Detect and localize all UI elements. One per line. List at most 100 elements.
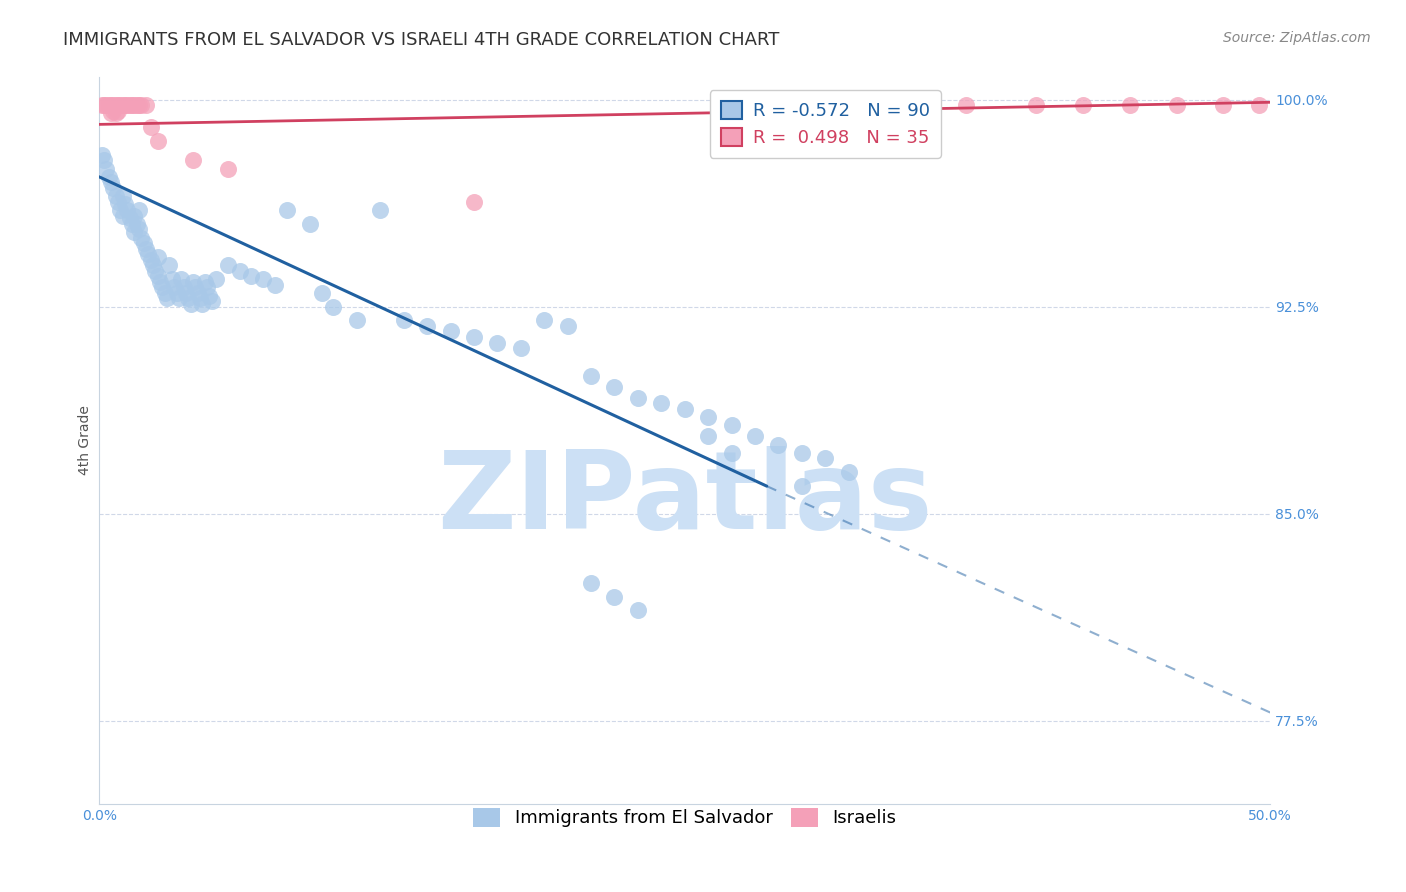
Point xyxy=(111,209,134,223)
Point xyxy=(627,603,650,617)
Point xyxy=(124,209,146,223)
Point xyxy=(322,300,344,314)
Point xyxy=(118,98,141,112)
Point xyxy=(163,280,186,294)
Point xyxy=(790,446,813,460)
Point xyxy=(697,429,720,443)
Point xyxy=(298,217,321,231)
Point xyxy=(104,106,127,120)
Point xyxy=(1166,98,1188,112)
Point xyxy=(135,242,157,256)
Point xyxy=(121,98,143,112)
Point xyxy=(103,98,125,112)
Point xyxy=(955,98,977,112)
Point xyxy=(131,230,153,244)
Point xyxy=(1212,98,1234,112)
Point xyxy=(509,341,531,355)
Point xyxy=(139,252,162,267)
Point xyxy=(103,103,125,118)
Point xyxy=(110,202,132,217)
Point xyxy=(579,575,602,590)
Point xyxy=(132,236,155,251)
Point xyxy=(229,264,252,278)
Point xyxy=(139,120,162,135)
Point xyxy=(557,318,579,333)
Point xyxy=(96,161,118,176)
Point xyxy=(838,465,860,479)
Point xyxy=(463,330,485,344)
Point xyxy=(201,294,224,309)
Point xyxy=(160,272,183,286)
Point xyxy=(104,98,127,112)
Point xyxy=(194,275,217,289)
Point xyxy=(111,189,134,203)
Point xyxy=(167,291,190,305)
Point xyxy=(263,277,285,292)
Point xyxy=(124,225,146,239)
Point xyxy=(368,202,391,217)
Point xyxy=(90,98,112,112)
Point xyxy=(603,590,626,604)
Y-axis label: 4th Grade: 4th Grade xyxy=(79,406,93,475)
Point xyxy=(146,134,169,148)
Point xyxy=(156,291,179,305)
Text: ZIPatlas: ZIPatlas xyxy=(437,446,932,551)
Point xyxy=(173,280,195,294)
Point xyxy=(100,98,122,112)
Point xyxy=(104,189,127,203)
Point xyxy=(1071,98,1094,112)
Point xyxy=(97,169,120,184)
Point xyxy=(159,258,181,272)
Point xyxy=(603,380,626,394)
Point xyxy=(90,147,112,161)
Point xyxy=(93,153,115,168)
Point xyxy=(720,446,742,460)
Point xyxy=(184,280,207,294)
Point xyxy=(252,272,274,286)
Point xyxy=(579,368,602,383)
Point xyxy=(128,202,150,217)
Point xyxy=(1118,98,1140,112)
Point xyxy=(170,272,193,286)
Point xyxy=(416,318,439,333)
Point xyxy=(107,194,129,209)
Point xyxy=(1247,98,1270,112)
Point xyxy=(138,247,160,261)
Point xyxy=(128,98,150,112)
Point xyxy=(744,429,766,443)
Point xyxy=(96,98,118,112)
Point xyxy=(107,98,129,112)
Point xyxy=(118,211,141,226)
Point xyxy=(124,98,146,112)
Point xyxy=(346,313,368,327)
Point xyxy=(187,285,209,300)
Point xyxy=(198,288,221,302)
Point xyxy=(217,161,239,176)
Point xyxy=(533,313,555,327)
Point xyxy=(205,272,228,286)
Point xyxy=(125,217,148,231)
Point xyxy=(673,401,696,416)
Point xyxy=(790,479,813,493)
Point xyxy=(486,335,509,350)
Point xyxy=(128,222,150,236)
Point xyxy=(191,297,214,311)
Point xyxy=(697,410,720,425)
Point xyxy=(103,181,125,195)
Point xyxy=(814,451,837,466)
Point xyxy=(768,438,790,452)
Point xyxy=(627,391,650,405)
Point xyxy=(114,197,136,211)
Point xyxy=(463,194,485,209)
Point xyxy=(439,325,461,339)
Text: Source: ZipAtlas.com: Source: ZipAtlas.com xyxy=(1223,31,1371,45)
Point xyxy=(146,250,169,264)
Point xyxy=(180,297,202,311)
Point xyxy=(117,202,139,217)
Point xyxy=(93,98,115,112)
Point xyxy=(177,291,200,305)
Point xyxy=(181,153,204,168)
Point xyxy=(152,280,174,294)
Point xyxy=(111,98,134,112)
Point xyxy=(195,280,218,294)
